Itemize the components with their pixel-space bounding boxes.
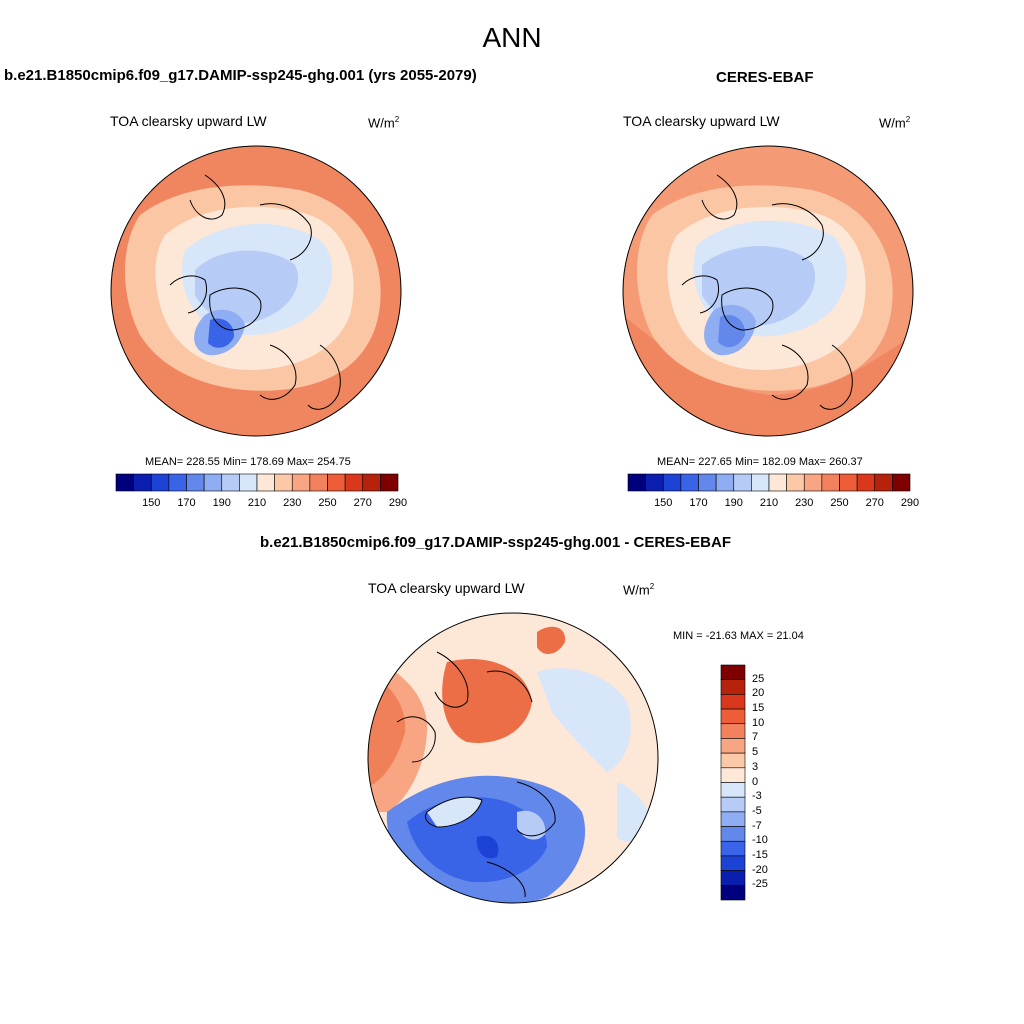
obs-colorbar-swatch bbox=[662, 473, 682, 492]
diff-variable-label: TOA clearsky upward LW bbox=[368, 580, 525, 596]
model-colorbar-swatch bbox=[203, 473, 223, 492]
model-colorbar-tick-label: 290 bbox=[388, 497, 408, 509]
diff-colorbar-swatch bbox=[720, 855, 746, 871]
diff-colorbar-tick-label: -5 bbox=[752, 804, 762, 817]
model-variable-label: TOA clearsky upward LW bbox=[110, 113, 267, 129]
diff-colorbar-tick-label: -10 bbox=[752, 834, 768, 847]
obs-colorbar-swatch bbox=[874, 473, 893, 492]
diff-colorbar-swatch bbox=[720, 679, 746, 695]
diff-colorbar-tick-label: -7 bbox=[752, 819, 762, 832]
diff-colorbar-swatch bbox=[720, 752, 746, 769]
model-colorbar-swatch bbox=[239, 473, 258, 492]
model-colorbar-swatch bbox=[133, 473, 152, 492]
obs-colorbar-swatch bbox=[839, 473, 858, 492]
diff-colorbar-swatch bbox=[720, 870, 746, 886]
obs-colorbar-swatch bbox=[768, 473, 787, 492]
model-units: W/m2 bbox=[368, 115, 400, 131]
diff-colorbar-tick-label: -25 bbox=[752, 878, 768, 891]
diff-colorbar-tick-label: 0 bbox=[752, 775, 759, 788]
obs-colorbar-swatch bbox=[821, 473, 840, 492]
obs-colorbar-swatch bbox=[751, 473, 770, 492]
model-colorbar-swatch bbox=[291, 473, 311, 492]
obs-colorbar-swatch bbox=[698, 473, 717, 492]
diff-colorbar-tick-label: 7 bbox=[752, 731, 759, 744]
diff-case-title: b.e21.B1850cmip6.f09_g17.DAMIP-ssp245-gh… bbox=[260, 534, 731, 551]
obs-colorbar-tick-label: 170 bbox=[689, 497, 708, 509]
model-colorbar-tick-label: 270 bbox=[353, 497, 372, 509]
obs-colorbar-swatch bbox=[786, 473, 805, 492]
model-colorbar-swatch bbox=[362, 473, 381, 492]
diff-units: W/m2 bbox=[623, 582, 655, 598]
model-colorbar-tick-label: 210 bbox=[247, 497, 267, 509]
figure-title: ANN bbox=[482, 22, 542, 53]
model-colorbar-swatch bbox=[274, 473, 293, 492]
model-colorbar-swatch bbox=[221, 473, 240, 492]
model-colorbar-tick-label: 250 bbox=[318, 497, 337, 509]
diff-colorbar bbox=[720, 664, 746, 901]
diff-colorbar-tick-label: 15 bbox=[752, 702, 765, 715]
model-colorbar bbox=[115, 473, 399, 492]
diff-colorbar-swatch bbox=[720, 826, 746, 842]
diff-colorbar-swatch bbox=[720, 694, 746, 710]
obs-colorbar-swatch bbox=[803, 473, 823, 492]
model-colorbar-tick-label: 150 bbox=[142, 497, 161, 509]
obs-colorbar-tick-label: 250 bbox=[830, 497, 849, 509]
model-stats: MEAN= 228.55 Min= 178.69 Max= 254.75 bbox=[145, 456, 351, 468]
diff-colorbar-tick-label: 10 bbox=[752, 716, 765, 729]
obs-variable-label: TOA clearsky upward LW bbox=[623, 113, 780, 129]
obs-case-title: CERES-EBAF bbox=[716, 69, 814, 86]
obs-colorbar-swatch bbox=[856, 473, 876, 492]
diff-colorbar-tick-label: -20 bbox=[752, 863, 768, 876]
diff-colorbar-tick-label: 25 bbox=[752, 672, 765, 685]
diff-stats: MIN = -21.63 MAX = 21.04 bbox=[673, 630, 804, 642]
diff-colorbar-tick-label: 3 bbox=[752, 760, 759, 773]
model-colorbar-tick-label: 170 bbox=[177, 497, 196, 509]
model-colorbar-swatch bbox=[344, 473, 364, 492]
diff-colorbar-tick-label: 20 bbox=[752, 687, 765, 700]
diff-colorbar-swatch bbox=[720, 708, 746, 725]
diff-colorbar-swatch bbox=[720, 723, 746, 739]
model-colorbar-tick-label: 230 bbox=[283, 497, 302, 509]
diff-colorbar-swatch bbox=[720, 767, 746, 783]
diff-colorbar-swatch bbox=[720, 782, 746, 798]
diff-polar-map bbox=[367, 612, 659, 904]
obs-colorbar-tick-label: 290 bbox=[900, 497, 920, 509]
obs-colorbar-swatch bbox=[680, 473, 699, 492]
obs-colorbar-tick-label: 270 bbox=[865, 497, 884, 509]
model-colorbar-swatch bbox=[327, 473, 346, 492]
diff-colorbar-tick-label: -3 bbox=[752, 790, 762, 803]
model-colorbar-swatch bbox=[115, 473, 134, 492]
obs-colorbar-tick-label: 230 bbox=[795, 497, 814, 509]
model-colorbar-swatch bbox=[309, 473, 328, 492]
model-colorbar-swatch bbox=[186, 473, 205, 492]
diff-colorbar-swatch bbox=[720, 811, 746, 827]
obs-colorbar-swatch bbox=[733, 473, 752, 492]
model-colorbar-swatch bbox=[256, 473, 275, 492]
diff-colorbar-swatch bbox=[720, 738, 746, 754]
obs-colorbar-tick-label: 190 bbox=[724, 497, 743, 509]
diff-colorbar-swatch bbox=[720, 664, 746, 680]
model-colorbar-swatch bbox=[380, 473, 399, 492]
diff-colorbar-tick-label: -15 bbox=[752, 848, 768, 861]
diff-colorbar-swatch bbox=[720, 840, 746, 857]
obs-stats: MEAN= 227.65 Min= 182.09 Max= 260.37 bbox=[657, 456, 863, 468]
obs-colorbar-swatch bbox=[645, 473, 664, 492]
obs-colorbar-swatch bbox=[892, 473, 911, 492]
obs-units: W/m2 bbox=[879, 115, 911, 131]
diff-colorbar-swatch bbox=[720, 796, 746, 813]
model-colorbar-tick-label: 190 bbox=[212, 497, 231, 509]
model-colorbar-swatch bbox=[168, 473, 187, 492]
diff-colorbar-swatch bbox=[720, 885, 746, 901]
obs-polar-map bbox=[622, 145, 914, 437]
obs-colorbar bbox=[627, 473, 911, 492]
model-colorbar-swatch bbox=[150, 473, 170, 492]
obs-colorbar-tick-label: 210 bbox=[759, 497, 779, 509]
model-polar-map bbox=[110, 145, 402, 437]
obs-colorbar-swatch bbox=[715, 473, 735, 492]
obs-colorbar-swatch bbox=[627, 473, 646, 492]
model-case-title: b.e21.B1850cmip6.f09_g17.DAMIP-ssp245-gh… bbox=[4, 67, 477, 84]
obs-colorbar-tick-label: 150 bbox=[654, 497, 673, 509]
diff-colorbar-tick-label: 5 bbox=[752, 746, 759, 759]
